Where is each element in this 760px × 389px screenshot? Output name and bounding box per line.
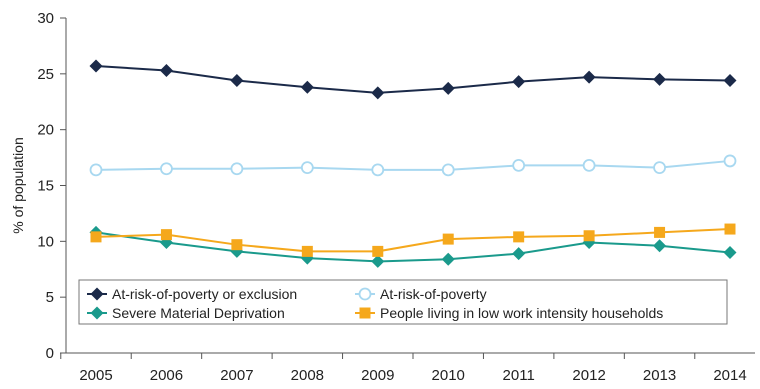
data-point (653, 239, 667, 253)
y-axis-ticks: 0 5 10 15 20 25 30 (37, 10, 66, 362)
data-point (371, 86, 385, 100)
legend-item: At-risk-of-poverty (355, 286, 487, 302)
x-tick-label: 2013 (643, 367, 676, 384)
legend-label: Severe Material Deprivation (112, 305, 285, 321)
x-tick-label: 2014 (713, 367, 746, 384)
data-point (441, 163, 455, 177)
x-tick-label: 2005 (79, 367, 112, 384)
series-line (95, 65, 731, 94)
data-point (583, 230, 595, 242)
series-layer (89, 59, 737, 268)
legend-marker (358, 287, 372, 301)
data-point (160, 229, 172, 241)
y-tick-label: 5 (46, 289, 54, 306)
y-tick-label: 30 (37, 10, 54, 27)
series-1 (89, 59, 737, 100)
data-point (513, 231, 525, 243)
y-tick-label: 0 (46, 345, 54, 362)
data-point (654, 226, 666, 238)
legend-marker (90, 306, 104, 320)
data-point (723, 74, 737, 88)
x-tick-label: 2012 (572, 367, 605, 384)
data-point (441, 81, 455, 95)
legend-item: At-risk-of-poverty or exclusion (87, 286, 297, 302)
y-axis-title: % of population (10, 137, 26, 234)
data-point (582, 70, 596, 84)
data-point (301, 245, 313, 257)
y-tick-label: 20 (37, 122, 54, 139)
data-point (90, 231, 102, 243)
data-point (512, 247, 526, 261)
data-point (512, 75, 526, 89)
y-tick-label: 25 (37, 66, 54, 83)
y-tick-label: 15 (37, 178, 54, 195)
x-tick-label: 2006 (150, 367, 183, 384)
legend-box (78, 279, 728, 325)
legend-label: At-risk-of-poverty (380, 286, 487, 302)
legend-item: People living in low work intensity hous… (355, 305, 663, 321)
legend-marker (359, 307, 371, 319)
data-point (231, 239, 243, 251)
data-point (160, 162, 173, 176)
x-tick-label: 2007 (220, 367, 253, 384)
data-point (230, 74, 244, 88)
data-point (371, 163, 385, 177)
data-point (723, 154, 737, 168)
legend-marker (90, 287, 104, 301)
series-line (95, 231, 731, 263)
legend-item: Severe Material Deprivation (87, 305, 285, 321)
series-2 (89, 154, 737, 177)
series-line (95, 159, 731, 171)
data-point (89, 59, 103, 73)
data-point (441, 252, 455, 266)
data-point (653, 72, 667, 86)
data-point (653, 161, 666, 175)
data-point (512, 158, 526, 172)
data-point (159, 63, 173, 77)
data-point (89, 163, 103, 177)
data-point (230, 162, 244, 176)
x-tick-label: 2010 (432, 367, 465, 384)
legend-label: At-risk-of-poverty or exclusion (112, 286, 297, 302)
data-point (724, 223, 736, 235)
legend: At-risk-of-poverty or exclusion At-risk-o… (78, 279, 728, 325)
x-tick-label: 2008 (291, 367, 324, 384)
data-point (300, 161, 314, 175)
x-tick-label: 2009 (361, 367, 394, 384)
series-line (95, 228, 731, 253)
x-tick-label: 2011 (503, 367, 535, 384)
data-point (371, 254, 385, 268)
series-3 (89, 225, 737, 268)
data-point (723, 246, 737, 259)
data-point (442, 233, 454, 245)
data-point (300, 80, 314, 94)
data-point (372, 245, 384, 257)
y-tick-label: 10 (37, 233, 54, 250)
legend-label: People living in low work intensity hous… (380, 305, 663, 321)
data-point (300, 251, 314, 265)
data-point (582, 158, 596, 172)
x-axis-ticks: 2005 2006 2007 2008 2009 2010 2011 2012 2013 2014 (60, 353, 747, 384)
series-4 (90, 223, 736, 257)
